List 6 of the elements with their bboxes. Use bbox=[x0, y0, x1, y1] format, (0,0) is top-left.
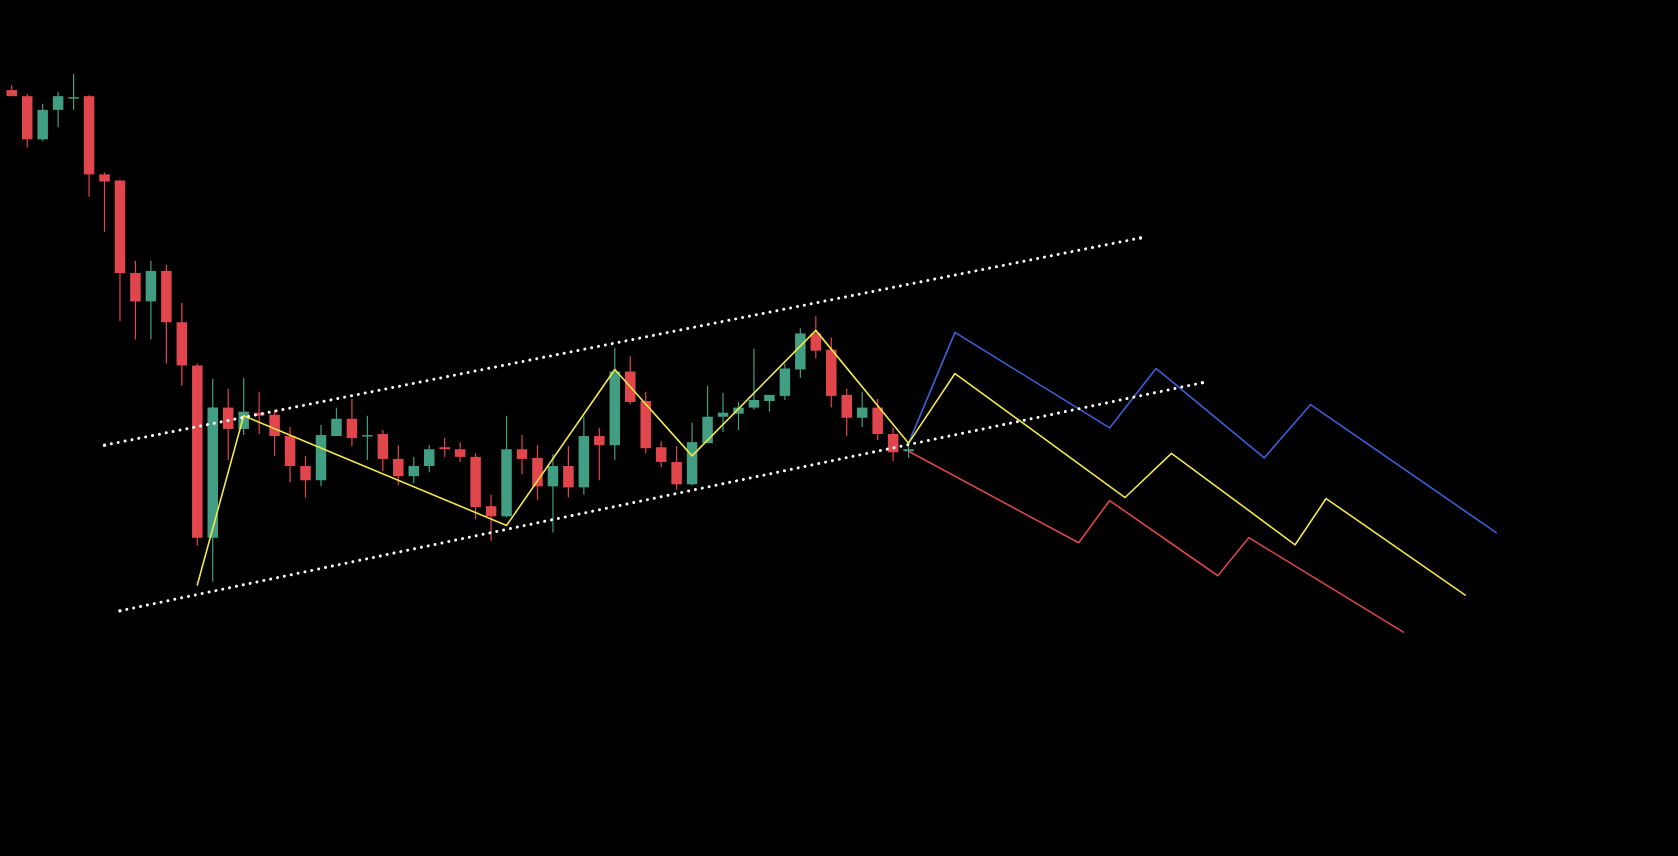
candlestick bbox=[547, 454, 559, 533]
candlestick bbox=[717, 392, 729, 432]
candlestick bbox=[516, 435, 528, 475]
candlestick bbox=[748, 348, 760, 410]
candlestick bbox=[346, 398, 358, 447]
candlestick bbox=[485, 494, 497, 541]
